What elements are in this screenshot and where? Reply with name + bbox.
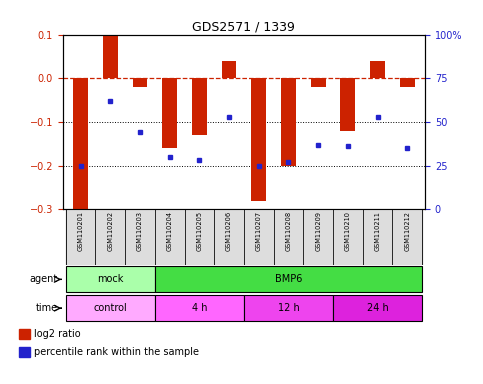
Text: GSM110203: GSM110203 <box>137 211 143 251</box>
FancyBboxPatch shape <box>244 295 333 321</box>
Bar <box>103 35 118 78</box>
Text: mock: mock <box>97 274 124 285</box>
FancyBboxPatch shape <box>244 209 273 265</box>
FancyBboxPatch shape <box>125 209 155 265</box>
Bar <box>73 78 88 209</box>
FancyBboxPatch shape <box>155 266 422 292</box>
Text: time: time <box>36 303 58 313</box>
FancyBboxPatch shape <box>273 209 303 265</box>
Text: GSM110211: GSM110211 <box>374 211 381 251</box>
Text: 4 h: 4 h <box>192 303 207 313</box>
Text: GSM110209: GSM110209 <box>315 211 321 251</box>
Text: GSM110207: GSM110207 <box>256 211 262 251</box>
Bar <box>19 347 29 357</box>
Bar <box>311 78 326 87</box>
Text: GSM110208: GSM110208 <box>285 211 291 251</box>
FancyBboxPatch shape <box>155 295 244 321</box>
Text: GSM110204: GSM110204 <box>167 211 173 251</box>
FancyBboxPatch shape <box>333 295 422 321</box>
Bar <box>251 78 266 200</box>
Text: GSM110212: GSM110212 <box>404 211 410 251</box>
Text: 12 h: 12 h <box>278 303 299 313</box>
FancyBboxPatch shape <box>392 209 422 265</box>
Bar <box>132 78 147 87</box>
Bar <box>19 329 29 339</box>
FancyBboxPatch shape <box>214 209 244 265</box>
Text: control: control <box>93 303 127 313</box>
Text: GSM110210: GSM110210 <box>345 211 351 251</box>
FancyBboxPatch shape <box>333 209 363 265</box>
Text: GSM110206: GSM110206 <box>226 211 232 251</box>
Bar <box>341 78 355 131</box>
Text: 24 h: 24 h <box>367 303 388 313</box>
Text: GSM110202: GSM110202 <box>107 211 114 251</box>
FancyBboxPatch shape <box>66 209 96 265</box>
FancyBboxPatch shape <box>66 266 155 292</box>
Title: GDS2571 / 1339: GDS2571 / 1339 <box>193 20 295 33</box>
FancyBboxPatch shape <box>96 209 125 265</box>
Bar <box>162 78 177 148</box>
Text: GSM110201: GSM110201 <box>78 211 84 251</box>
FancyBboxPatch shape <box>66 209 422 265</box>
Text: agent: agent <box>30 274 58 285</box>
Text: GSM110205: GSM110205 <box>197 211 202 251</box>
Bar <box>370 61 385 78</box>
Bar <box>281 78 296 166</box>
FancyBboxPatch shape <box>155 209 185 265</box>
Text: percentile rank within the sample: percentile rank within the sample <box>33 347 199 357</box>
Bar <box>192 78 207 135</box>
FancyBboxPatch shape <box>66 295 155 321</box>
FancyBboxPatch shape <box>363 209 392 265</box>
Bar <box>222 61 237 78</box>
Bar <box>400 78 414 87</box>
FancyBboxPatch shape <box>303 209 333 265</box>
Text: log2 ratio: log2 ratio <box>33 329 80 339</box>
Text: BMP6: BMP6 <box>275 274 302 285</box>
FancyBboxPatch shape <box>185 209 214 265</box>
